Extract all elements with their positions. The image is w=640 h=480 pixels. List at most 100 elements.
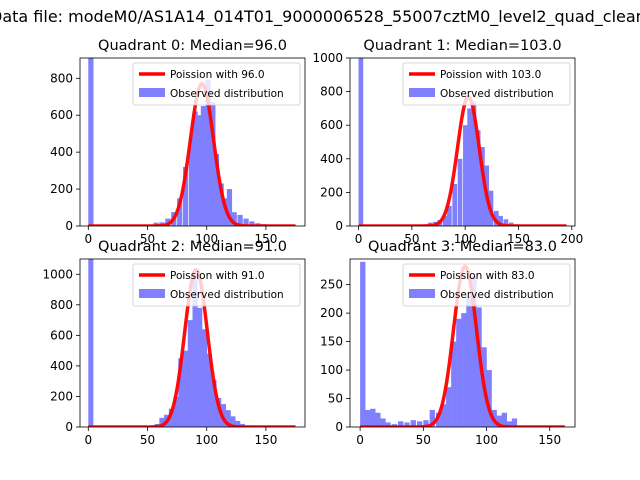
histogram-bar <box>210 102 216 226</box>
x-tick-label: 100 <box>454 232 477 246</box>
histogram-bar <box>201 329 208 427</box>
x-tick-label: 0 <box>84 232 92 246</box>
legend-poisson-label: Poission with 103.0 <box>440 69 541 81</box>
histogram-bar <box>471 101 477 226</box>
y-tick-label: 100 <box>320 363 343 377</box>
y-tick-label: 150 <box>320 335 343 349</box>
y-tick-label: 0 <box>65 420 73 434</box>
x-tick-label: 200 <box>560 232 583 246</box>
legend-poisson-label: Poission with 83.0 <box>440 270 535 282</box>
histogram-bar <box>168 408 174 427</box>
histogram-bar <box>205 80 211 226</box>
histogram-bar <box>206 353 212 427</box>
y-tick-label: 200 <box>320 185 343 199</box>
histogram-bar <box>457 158 463 226</box>
x-tick-label: 100 <box>195 433 218 447</box>
histogram-bar <box>226 189 233 226</box>
quadrant-3-panel: 0 50 100 150 0 50 100 150 200 250 Poission with 83… <box>320 239 576 447</box>
y-tick-label: 200 <box>320 306 343 320</box>
histogram-bar <box>213 154 220 226</box>
histogram-bar <box>498 215 503 226</box>
y-tick-label: 50 <box>328 392 343 406</box>
x-tick-label: 50 <box>416 433 431 447</box>
y-tick-label: 600 <box>50 328 73 342</box>
legend-poisson-label: Poission with 96.0 <box>170 69 265 81</box>
histogram-bar <box>480 147 485 226</box>
poisson-curve <box>357 94 568 226</box>
x-tick-label: 150 <box>538 433 561 447</box>
histogram-bar <box>503 219 509 226</box>
y-tick-label: 800 <box>50 71 73 85</box>
histogram-bar <box>493 210 499 226</box>
y-tick-label: 600 <box>50 108 73 122</box>
histogram-bar <box>187 320 193 427</box>
histogram-bar <box>88 259 94 427</box>
histogram-bar <box>197 307 203 427</box>
y-tick-label: 0 <box>335 219 343 233</box>
legend-observed-label: Observed distribution <box>440 289 554 301</box>
histogram-bar <box>442 215 448 226</box>
histogram-bar <box>463 125 468 226</box>
y-tick-label: 600 <box>320 118 343 132</box>
quadrant-0-frame <box>79 57 306 227</box>
legend-observed-label: Observed distribution <box>170 289 284 301</box>
histogram-bar <box>177 198 183 226</box>
histogram-bar <box>404 422 410 427</box>
histogram-bar <box>471 276 477 427</box>
histogram-bar <box>501 412 507 427</box>
y-tick-label: 400 <box>50 145 73 159</box>
histogram-bar <box>441 404 447 427</box>
figure-title: Data file: modeM0/AS1A14_014T01_90000065… <box>0 7 640 26</box>
histogram-bar <box>370 408 376 427</box>
legend-bar-swatch <box>409 289 435 298</box>
histogram-bar <box>466 296 472 427</box>
y-tick-label: 400 <box>50 359 73 373</box>
x-tick-label: 0 <box>356 433 364 447</box>
quadrant-3-frame <box>349 258 576 428</box>
histogram-bar <box>173 396 179 427</box>
histogram-bar <box>192 111 198 226</box>
histogram-bar <box>178 358 184 427</box>
quadrant-3-title: Quadrant 3: Median=83.0 <box>368 239 557 255</box>
y-tick-label: 800 <box>50 298 73 312</box>
legend-bar-swatch <box>139 289 165 298</box>
legend-box <box>132 62 301 106</box>
histogram-bar <box>375 412 381 427</box>
y-tick-label: 0 <box>335 420 343 434</box>
histogram-bar <box>211 379 217 427</box>
histogram-bar <box>360 261 366 427</box>
histogram-bar <box>188 137 195 226</box>
x-tick-label: 50 <box>404 232 419 246</box>
legend-bar-swatch <box>409 88 435 97</box>
x-tick-label: 50 <box>140 232 155 246</box>
histogram-bar <box>416 421 423 427</box>
x-tick-label: 0 <box>84 433 92 447</box>
quadrant-0-panel: 0 50 100 150 0 200 400 600 800 Poission with 96.0… <box>50 38 306 246</box>
x-tick-label: 100 <box>195 232 218 246</box>
legend-box <box>402 263 571 307</box>
histogram-bar <box>461 313 467 427</box>
quadrant-2-panel: 0 50 100 150 0 200 400 600 800 1000 Poission with … <box>42 239 306 447</box>
histogram-bar <box>475 130 481 226</box>
legend-bar-swatch <box>139 88 165 97</box>
histogram-bar <box>225 410 231 427</box>
legend-poisson-label: Poission with 91.0 <box>170 270 265 282</box>
histogram-bar <box>447 205 452 226</box>
x-tick-label: 50 <box>140 433 155 447</box>
y-tick-label: 800 <box>320 85 343 99</box>
histogram-bar <box>230 416 236 427</box>
histogram-bar <box>200 106 206 226</box>
legend-observed-label: Observed distribution <box>440 88 554 100</box>
quadrant-1-frame <box>349 57 576 227</box>
histogram-bar <box>429 409 435 427</box>
x-tick-label: 150 <box>254 232 277 246</box>
histogram-bar <box>385 422 391 427</box>
y-tick-label: 400 <box>320 152 343 166</box>
histogram-bar <box>467 108 472 226</box>
histogram-bar <box>410 420 416 427</box>
histogram-bar <box>423 420 429 427</box>
y-tick-label: 0 <box>65 219 73 233</box>
legend-box <box>132 263 301 307</box>
quadrant-1-plot-area <box>357 58 568 226</box>
histogram-bar <box>476 307 482 427</box>
